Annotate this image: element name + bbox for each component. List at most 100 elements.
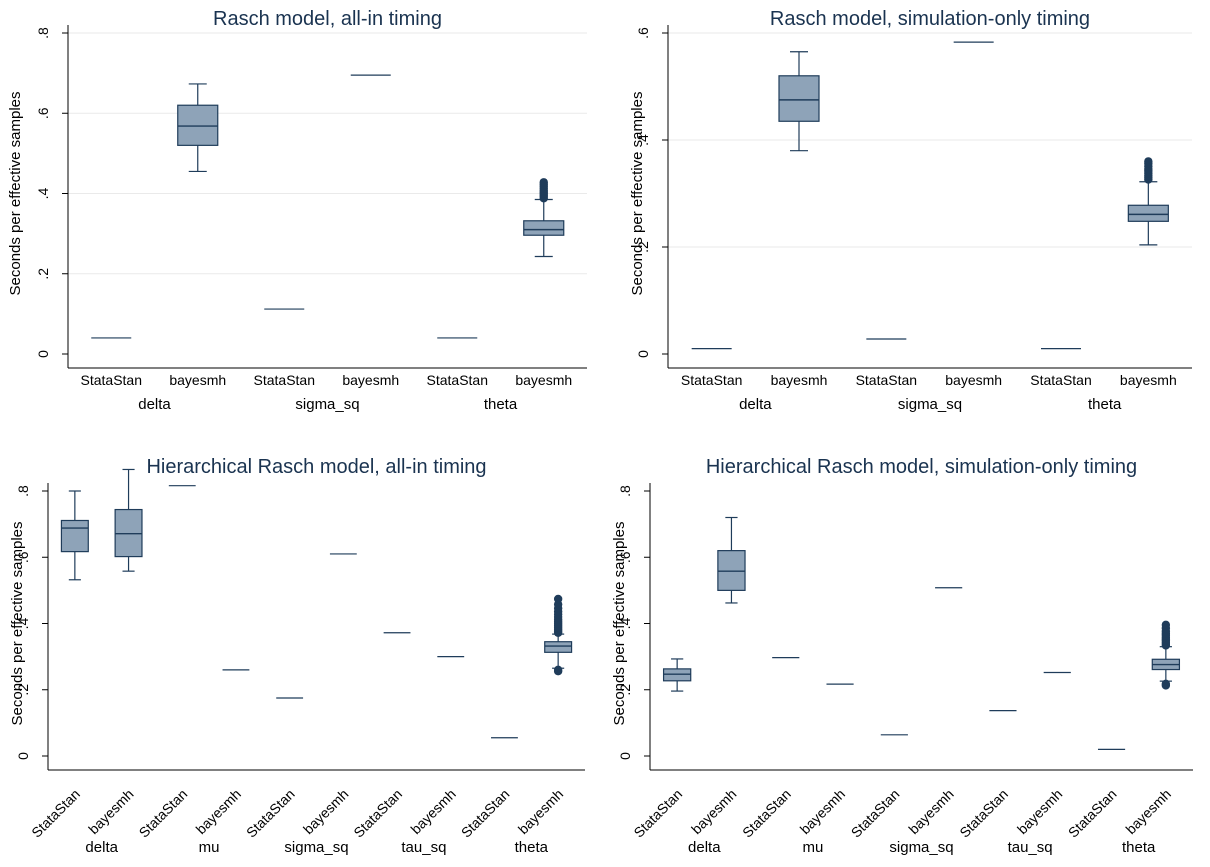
x-category-label: bayesmh	[771, 372, 828, 388]
box-mu-StataStan: StataStan	[739, 657, 800, 841]
x-category-label: StataStan	[254, 372, 316, 388]
y-tick-label: .2	[15, 684, 31, 696]
box-sigma_sq-bayesmh: bayesmh	[300, 553, 357, 837]
group-sigma_sq: StataStan bayesmh sigma_sq	[848, 587, 963, 856]
x-group-label: sigma_sq	[889, 839, 953, 856]
outlier-point	[1161, 620, 1171, 630]
x-category-label: bayesmh	[797, 786, 848, 837]
x-category-label: bayesmh	[1122, 786, 1173, 837]
box-sigma_sq-StataStan: StataStan	[243, 697, 304, 841]
box-theta-StataStan: StataStan	[427, 337, 489, 388]
group-mu: StataStan bayesmh mu	[739, 657, 854, 856]
y-tick-label: .4	[35, 187, 51, 199]
box-theta-bayesmh: bayesmh	[1120, 157, 1177, 388]
outlier-point	[553, 594, 563, 604]
box-theta-StataStan: StataStan	[1030, 348, 1092, 388]
box-mu-bayesmh: bayesmh	[193, 669, 250, 837]
x-group-label: sigma_sq	[295, 396, 359, 413]
x-category-label: bayesmh	[688, 786, 739, 837]
box-tau_sq-bayesmh: bayesmh	[1014, 671, 1071, 837]
y-tick-label: .2	[617, 684, 633, 696]
x-category-label: StataStan	[136, 786, 191, 841]
chart-panel-1: Rasch model, all-in timing Seconds per ef…	[7, 8, 587, 413]
box-tau_sq-bayesmh: bayesmh	[407, 656, 465, 837]
outlier-point	[553, 665, 563, 675]
x-group-label: theta	[484, 396, 518, 413]
x-category-label: StataStan	[1030, 372, 1092, 388]
box-mu-StataStan: StataStan	[136, 485, 196, 841]
box-delta-bayesmh: bayesmh	[688, 516, 746, 837]
chart-panel-3: Hierarchical Rasch model, all-in timingS…	[9, 456, 585, 856]
y-tick-label: 0	[617, 752, 633, 760]
group-tau_sq: StataStan bayesmh tau_sq	[956, 671, 1071, 856]
x-category-label: bayesmh	[342, 372, 399, 388]
x-category-label: bayesmh	[905, 786, 956, 837]
x-group-label: theta	[515, 839, 549, 856]
x-category-label: StataStan	[848, 786, 903, 841]
group-theta: StataStan bayesmh theta	[1030, 157, 1177, 413]
box-theta-bayesmh: bayesmh	[1122, 620, 1181, 837]
box-mu-bayesmh: bayesmh	[797, 683, 854, 837]
box-delta-bayesmh: bayesmh	[771, 51, 828, 388]
group-sigma_sq: StataStan bayesmh sigma_sq	[243, 553, 357, 856]
iqr-box	[778, 75, 820, 122]
x-category-label: bayesmh	[193, 786, 244, 837]
x-category-label: bayesmh	[169, 372, 226, 388]
x-group-label: mu	[199, 839, 220, 856]
box-theta-StataStan: StataStan	[1065, 748, 1126, 841]
y-tick-label: 0	[15, 752, 31, 760]
iqr-box	[544, 641, 573, 653]
box-delta-StataStan: StataStan	[81, 337, 143, 388]
chart-title: Rasch model, all-in timing	[213, 8, 442, 30]
group-theta: StataStan bayesmh theta	[458, 594, 573, 856]
x-group-label: theta	[1088, 396, 1122, 413]
y-tick-label: .6	[15, 551, 31, 563]
chart-title: Hierarchical Rasch model, all-in timing	[146, 456, 486, 478]
chart-panel-4: Hierarchical Rasch model, simulation-onl…	[611, 456, 1193, 856]
box-sigma_sq-bayesmh: bayesmh	[905, 587, 963, 837]
x-category-label: StataStan	[458, 786, 513, 841]
x-category-label: bayesmh	[1014, 786, 1065, 837]
y-tick-label: .6	[35, 107, 51, 119]
outlier-point	[1161, 679, 1171, 688]
y-axis-label: Seconds per effective samples	[7, 91, 24, 295]
x-category-label: StataStan	[856, 372, 918, 388]
x-category-label: StataStan	[28, 786, 83, 841]
box-tau_sq-StataStan: StataStan	[956, 710, 1017, 841]
box-delta-StataStan: StataStan	[28, 490, 89, 841]
box-delta-StataStan: StataStan	[630, 658, 692, 841]
box-theta-bayesmh: bayesmh	[515, 178, 572, 388]
x-category-label: StataStan	[81, 372, 143, 388]
box-sigma_sq-StataStan: StataStan	[856, 338, 918, 388]
x-category-label: StataStan	[630, 786, 685, 841]
iqr-box	[523, 220, 565, 236]
x-category-label: bayesmh	[515, 786, 566, 837]
x-category-label: StataStan	[243, 786, 298, 841]
y-tick-label: .4	[15, 617, 31, 629]
y-tick-label: .2	[635, 241, 651, 253]
chart-panel-2: Rasch model, simulation-only timing Secon…	[629, 8, 1192, 413]
x-group-label: sigma_sq	[898, 396, 962, 413]
y-axis-label: Seconds per effective samples	[629, 91, 646, 295]
box-theta-bayesmh: bayesmh	[515, 594, 573, 837]
x-group-label: delta	[739, 396, 772, 413]
box-sigma_sq-StataStan: StataStan	[848, 734, 908, 841]
y-tick-label: .8	[617, 485, 633, 497]
x-group-label: delta	[85, 839, 118, 856]
group-theta: StataStan bayesmh theta	[427, 178, 572, 413]
box-delta-bayesmh: bayesmh	[169, 83, 226, 388]
x-group-label: tau_sq	[1008, 839, 1053, 856]
y-axis-label: Seconds per effective samples	[611, 521, 628, 725]
chart-title: Rasch model, simulation-only timing	[770, 8, 1090, 30]
x-category-label: bayesmh	[515, 372, 572, 388]
x-category-label: StataStan	[739, 786, 794, 841]
x-category-label: StataStan	[427, 372, 489, 388]
box-sigma_sq-bayesmh: bayesmh	[342, 74, 399, 388]
chart-title: Hierarchical Rasch model, simulation-onl…	[706, 456, 1137, 478]
box-sigma_sq-bayesmh: bayesmh	[945, 41, 1002, 388]
